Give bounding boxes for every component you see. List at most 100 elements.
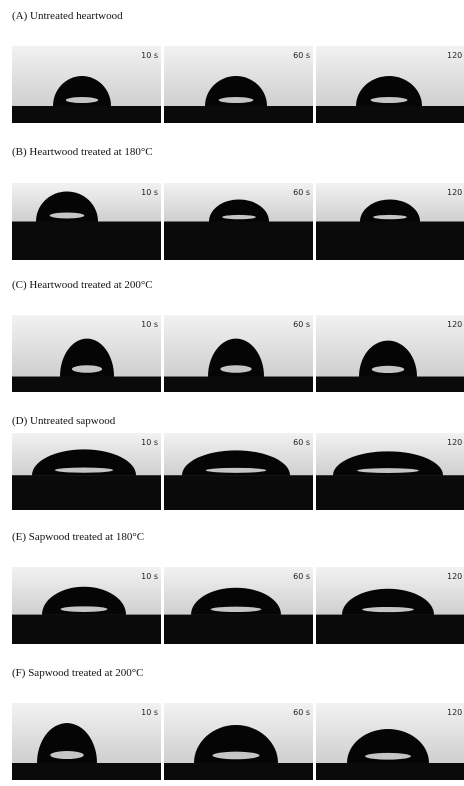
panel-label: (C) Heartwood treated at 200°C (12, 279, 153, 291)
highlight (220, 365, 252, 373)
substrate (164, 475, 313, 510)
time-label: 60 s (293, 572, 310, 581)
droplet-image: 10 s (12, 703, 161, 780)
time-label: 60 s (293, 438, 310, 447)
droplet-image: 60 s (164, 183, 313, 260)
time-label: 60 s (293, 708, 310, 717)
droplet-image: 60 s (164, 315, 313, 392)
droplet-photo (316, 183, 464, 260)
highlight (357, 468, 419, 473)
droplet (32, 449, 136, 476)
droplet-photo (164, 703, 313, 780)
highlight (205, 467, 267, 473)
substrate (316, 763, 464, 780)
highlight (370, 97, 408, 104)
highlight (71, 365, 103, 373)
droplet-photo (316, 433, 464, 510)
droplet-image: 120 s (316, 567, 464, 644)
droplet-photo (12, 46, 161, 123)
time-label: 10 s (141, 708, 158, 717)
time-label: 10 s (141, 320, 158, 329)
highlight (54, 467, 114, 473)
substrate (316, 221, 464, 260)
highlight (373, 214, 407, 220)
time-label: 10 s (141, 438, 158, 447)
droplet (347, 729, 429, 764)
droplet-image: 120 s (316, 703, 464, 780)
substrate (316, 106, 464, 123)
substrate (164, 763, 313, 780)
time-label: 120 s (447, 188, 464, 197)
droplet-image: 10 s (12, 567, 161, 644)
time-label: 10 s (141, 51, 158, 60)
droplet-photo (12, 433, 161, 510)
droplet (36, 191, 98, 222)
droplet (356, 76, 422, 107)
highlight (362, 606, 414, 613)
time-label: 120 s (447, 51, 464, 60)
droplet-image: 60 s (164, 703, 313, 780)
droplet-photo (12, 315, 161, 392)
substrate (12, 614, 161, 644)
highlight (60, 606, 108, 612)
droplet-image: 120 s (316, 433, 464, 510)
substrate (12, 763, 161, 780)
highlight (365, 752, 411, 760)
panel-label: (F) Sapwood treated at 200°C (12, 667, 144, 679)
panel-label: (E) Sapwood treated at 180°C (12, 531, 145, 543)
substrate (12, 221, 161, 260)
time-label: 10 s (141, 572, 158, 581)
time-label: 120 s (447, 320, 464, 329)
droplet-photo (164, 46, 313, 123)
droplet (205, 76, 267, 107)
substrate (164, 376, 313, 392)
droplet-image: 120 s (316, 183, 464, 260)
substrate (316, 614, 464, 644)
substrate (164, 221, 313, 260)
highlight (210, 606, 262, 613)
droplet-photo (12, 703, 161, 780)
highlight (49, 212, 85, 219)
substrate (316, 376, 464, 392)
droplet-image: 120 s (316, 46, 464, 123)
droplet (182, 450, 290, 476)
droplet-photo (12, 567, 161, 644)
droplet (360, 199, 420, 222)
droplet-photo (316, 46, 464, 123)
substrate (12, 106, 161, 123)
panel-label: (B) Heartwood treated at 180°C (12, 146, 153, 158)
substrate (164, 106, 313, 123)
droplet-image: 10 s (12, 46, 161, 123)
highlight (218, 97, 254, 104)
substrate (316, 475, 464, 510)
panel-label: (D) Untreated sapwood (12, 415, 116, 427)
time-label: 120 s (447, 572, 464, 581)
droplet (333, 451, 443, 476)
droplet (37, 723, 97, 764)
droplet-photo (12, 183, 161, 260)
time-label: 120 s (447, 438, 464, 447)
panel-label: (A) Untreated heartwood (12, 10, 123, 22)
droplet-image: 10 s (12, 183, 161, 260)
droplet-image: 60 s (164, 46, 313, 123)
droplet-photo (164, 433, 313, 510)
substrate (12, 475, 161, 510)
droplet (359, 340, 417, 377)
highlight (371, 365, 405, 373)
highlight (65, 97, 99, 104)
droplet (53, 76, 111, 107)
droplet-image: 10 s (12, 433, 161, 510)
substrate (164, 614, 313, 644)
highlight (50, 751, 84, 760)
highlight (212, 751, 260, 760)
time-label: 60 s (293, 51, 310, 60)
droplet (60, 338, 114, 377)
droplet-photo (164, 183, 313, 260)
droplet-photo (316, 315, 464, 392)
droplet-image: 120 s (316, 315, 464, 392)
time-label: 10 s (141, 188, 158, 197)
droplet (342, 588, 434, 615)
droplet-photo (164, 315, 313, 392)
droplet-photo (316, 703, 464, 780)
